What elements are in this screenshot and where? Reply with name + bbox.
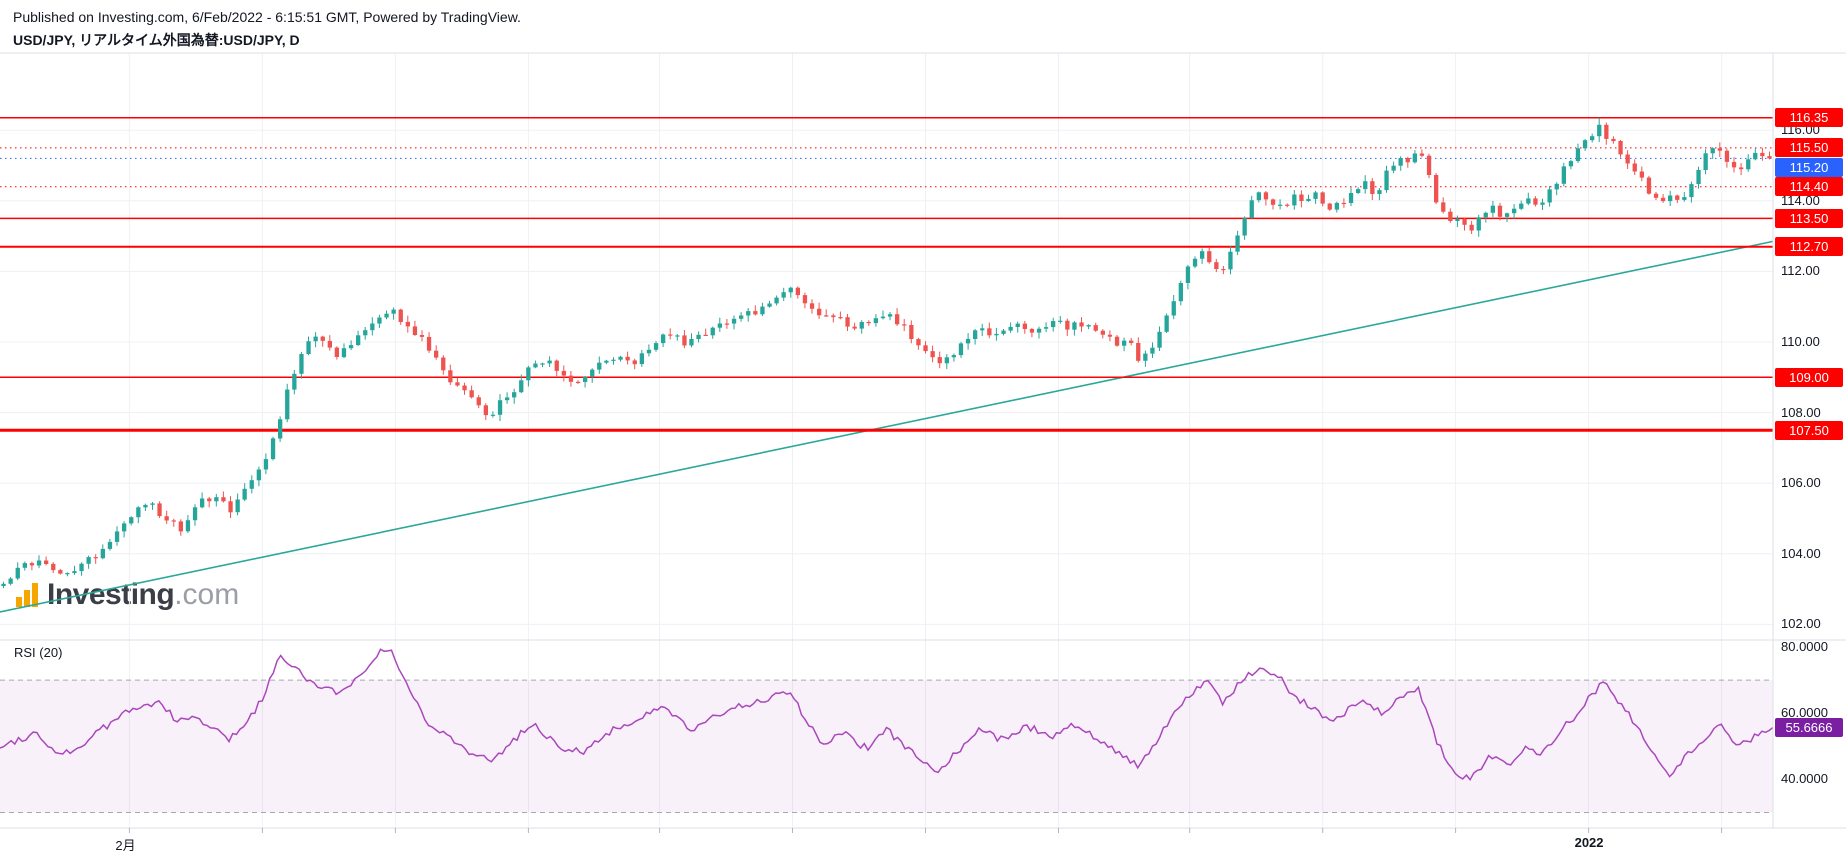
investing-logo: Investing .com: [14, 578, 239, 612]
price-axis[interactable]: [1773, 53, 1846, 828]
rsi-indicator-label: RSI (20): [14, 645, 63, 660]
published-line: Published on Investing.com, 6/Feb/2022 -…: [13, 9, 521, 25]
symbol-title: USD/JPY, リアルタイム外国為替:USD/JPY, D: [13, 32, 300, 48]
investing-logo-text: Investing: [47, 578, 175, 611]
time-axis[interactable]: [0, 828, 1846, 855]
investing-logo-suffix: .com: [174, 578, 240, 611]
investing-logo-icon: [16, 583, 38, 607]
